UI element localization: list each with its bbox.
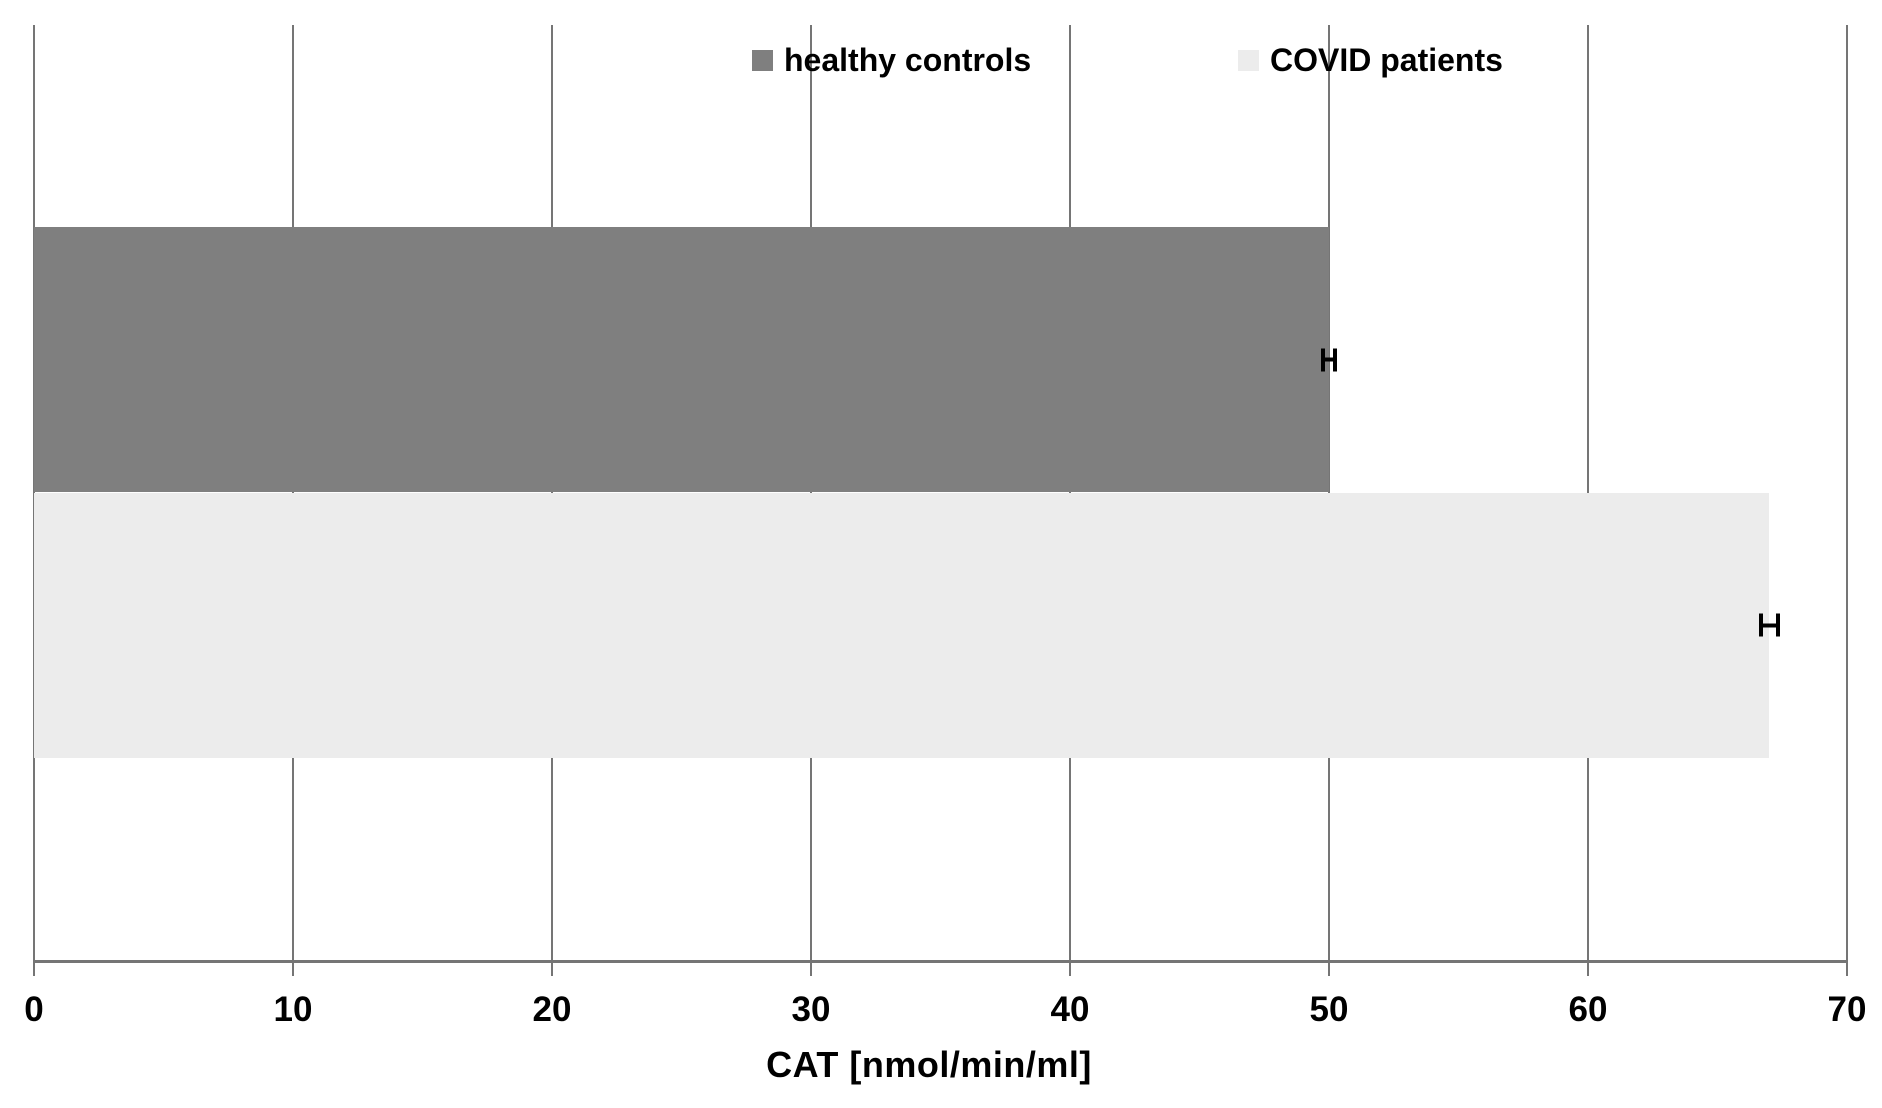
- error-bar: [1758, 613, 1780, 637]
- legend-label: COVID patients: [1270, 42, 1503, 78]
- legend-item-covid-patients: COVID patients: [1238, 42, 1503, 78]
- axis-tick: [810, 960, 812, 976]
- x-tick-label: 10: [273, 990, 313, 1029]
- x-tick-label: 60: [1568, 990, 1608, 1029]
- x-tick-label: 70: [1827, 990, 1867, 1029]
- axis-tick: [1846, 960, 1848, 976]
- x-tick-label: 40: [1050, 990, 1090, 1029]
- legend-label: healthy controls: [784, 42, 1032, 78]
- plot-area: [33, 25, 1848, 976]
- x-axis-title: CAT [nmol/min/ml]: [766, 1044, 1092, 1085]
- axis-tick: [551, 960, 553, 976]
- x-axis-tick-labels: 0 10 20 30 40 50 60 70: [24, 990, 1866, 1034]
- legend: healthy controls COVID patients: [0, 0, 1882, 100]
- axis-tick: [1587, 960, 1589, 976]
- error-bar-cap-left: [1321, 348, 1326, 372]
- error-bar: [1321, 348, 1337, 372]
- gridline: [1846, 25, 1848, 960]
- error-bar-line: [1321, 357, 1337, 362]
- x-tick-label: 20: [532, 990, 572, 1029]
- bar-healthy-controls: [34, 226, 1329, 493]
- legend-swatch-icon: [1238, 49, 1259, 71]
- axis-tick: [292, 960, 294, 976]
- bar-covid-patients: [34, 492, 1770, 759]
- x-tick-label: 0: [24, 990, 44, 1029]
- axis-tick: [1069, 960, 1071, 976]
- legend-item-healthy-controls: healthy controls: [752, 42, 1031, 78]
- x-tick-label: 30: [791, 990, 831, 1029]
- error-bar-line: [1758, 623, 1780, 628]
- error-bar-cap-right: [1332, 348, 1337, 372]
- axis-tick: [1328, 960, 1330, 976]
- error-bar-cap-left: [1758, 613, 1763, 637]
- x-tick-label: 50: [1309, 990, 1349, 1029]
- legend-swatch-icon: [752, 49, 773, 71]
- error-bar-cap-right: [1775, 613, 1780, 637]
- axis-tick: [33, 960, 35, 976]
